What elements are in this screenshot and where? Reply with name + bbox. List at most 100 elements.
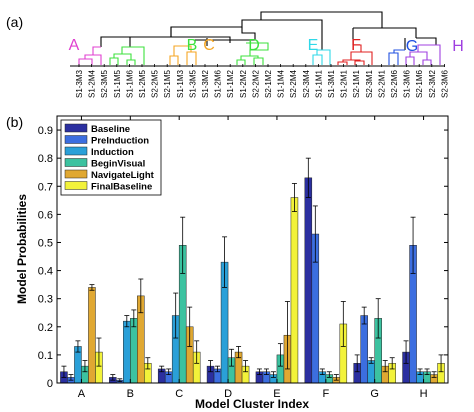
- error-bar-induction-e: [270, 371, 276, 378]
- bar-beginvisual-b: [130, 318, 138, 384]
- leaf-label: S1-3M6: [403, 69, 412, 98]
- error-bar-navigatelight-c: [187, 306, 193, 347]
- cluster-letter-d: D: [248, 37, 260, 54]
- leaf-label: S1-3M5: [188, 69, 197, 98]
- leaf-label: S1-2M5: [138, 69, 147, 98]
- cluster-a-branches: [78, 46, 102, 65]
- error-bar-navigatelight-g: [382, 360, 388, 373]
- panel-b-label: (b): [6, 114, 23, 130]
- y-tick-label: 0.8: [38, 153, 53, 165]
- cluster-b-branches: [109, 46, 145, 65]
- y-tick-label: 0.9: [38, 125, 53, 137]
- bar-preinduction-g: [360, 315, 368, 384]
- legend: BaselinePreInductionInductionBeginVisual…: [60, 119, 162, 196]
- x-axis-ticks: A B C D E F G H: [78, 116, 428, 400]
- bars: [60, 177, 445, 384]
- y-tick-label: 0.2: [38, 322, 53, 334]
- cluster-f-branches: [337, 44, 373, 65]
- bar-navigatelight-a: [88, 287, 96, 384]
- error-bar-baseline-b: [110, 374, 116, 381]
- legend-swatch-preinduction: [64, 135, 88, 144]
- error-bar-beginvisual-d: [229, 348, 235, 367]
- y-tick-label: 0: [47, 378, 53, 390]
- leaf-label: S1-3M3: [75, 69, 84, 98]
- leaf-label: S1-1M2: [226, 69, 235, 98]
- legend-swatch-induction: [64, 146, 88, 156]
- leaf-label: S1-1M4: [277, 69, 286, 98]
- legend-label-navigatelight: NavigateLight: [91, 170, 155, 181]
- cluster-e-branches: [312, 49, 331, 65]
- leaf-label: S2-3M1: [365, 69, 374, 98]
- leaf-label: S2-3M4: [302, 69, 311, 98]
- error-bar-baseline-f: [305, 157, 311, 198]
- cluster-d-branches: [236, 42, 269, 65]
- error-bar-beginvisual-c: [180, 216, 186, 274]
- error-bar-induction-d: [222, 236, 228, 288]
- y-tick-label: 0.4: [38, 266, 53, 278]
- cluster-letter-a: A: [69, 37, 80, 54]
- error-bar-beginvisual-g: [375, 298, 381, 339]
- leaf-label: S1-2M1: [340, 69, 349, 98]
- legend-label-induction: Induction: [91, 147, 134, 158]
- legend-label-baseline: Baseline: [91, 124, 130, 135]
- leaf-label: S1-1M3: [176, 69, 185, 98]
- x-tick-label: H: [420, 388, 428, 400]
- error-bar-induction-h: [417, 368, 423, 375]
- leaf-label: S1-1M6: [125, 69, 134, 98]
- legend-label-preinduction: PreInduction: [91, 136, 149, 147]
- error-bar-preinduction-g: [361, 306, 367, 325]
- x-tick-label: A: [78, 388, 86, 400]
- error-bar-beginvisual-e: [277, 343, 283, 367]
- x-tick-label: F: [322, 388, 329, 400]
- leaf-label: S2-2M1: [377, 69, 386, 98]
- error-bar-beginvisual-b: [131, 309, 137, 328]
- x-tick-label: D: [224, 388, 232, 400]
- bar-induction-b: [123, 320, 131, 384]
- error-bar-finalbaseline-e: [291, 183, 297, 212]
- y-tick-label: 0.6: [38, 209, 53, 221]
- leaf-label: S1-2M2: [239, 69, 248, 98]
- cluster-letter-b: B: [187, 37, 198, 54]
- cluster-g-branches: [388, 49, 405, 65]
- leaf-label: S1-2M6: [214, 69, 223, 98]
- dendrogram-leaf-labels: S1-3M3 S1-2M4 S2-3M5 S1-1M5 S1-1M6 S1-2M5 S2-2…: [75, 64, 449, 98]
- bar-baseline-f: [304, 177, 313, 384]
- error-bar-finalbaseline-c: [194, 340, 200, 364]
- bar-finalbaseline-e: [290, 197, 299, 384]
- legend-swatch-navigatelight: [64, 169, 88, 179]
- error-bar-baseline-e: [256, 368, 262, 375]
- error-bar-induction-c: [173, 292, 179, 339]
- error-bar-baseline-h: [403, 340, 409, 364]
- error-bar-navigatelight-e: [284, 301, 290, 370]
- x-tick-label: G: [370, 388, 379, 400]
- legend-swatch-baseline: [64, 123, 88, 133]
- leaf-label: S2-1M2: [264, 69, 273, 98]
- error-bar-finalbaseline-d: [243, 360, 249, 373]
- y-tick-label: 0.1: [38, 350, 53, 362]
- y-tick-label: 0.5: [38, 237, 53, 249]
- error-bar-preinduction-d: [215, 365, 221, 373]
- leaf-label: S1-3M1: [327, 69, 336, 98]
- cluster-letter-c: C: [203, 37, 215, 54]
- error-bar-baseline-a: [61, 365, 67, 378]
- leaf-label: S1-1M5: [113, 69, 122, 98]
- error-bar-navigatelight-b: [138, 278, 144, 314]
- leaf-label: S1-3M2: [201, 69, 210, 98]
- error-bar-induction-b: [124, 315, 130, 328]
- plot-frame: [56, 115, 449, 384]
- cluster-c-branches: [169, 45, 197, 65]
- x-tick-label: B: [127, 388, 134, 400]
- error-bar-finalbaseline-b: [145, 357, 151, 370]
- dendrogram-branches: [78, 11, 441, 65]
- error-bar-preinduction-f: [312, 205, 318, 263]
- legend-swatch-beginvisual: [64, 158, 88, 167]
- legend-swatch-finalbaseline: [64, 181, 88, 190]
- error-bar-baseline-c: [159, 365, 165, 373]
- leaf-label: S2-3M2: [428, 69, 437, 98]
- cluster-letter-e: E: [308, 37, 319, 54]
- leaf-label: S2-3M6: [440, 69, 449, 98]
- x-axis-label: Model Cluster Index: [195, 397, 309, 411]
- legend-label-finalbaseline: FinalBaseline: [91, 182, 152, 193]
